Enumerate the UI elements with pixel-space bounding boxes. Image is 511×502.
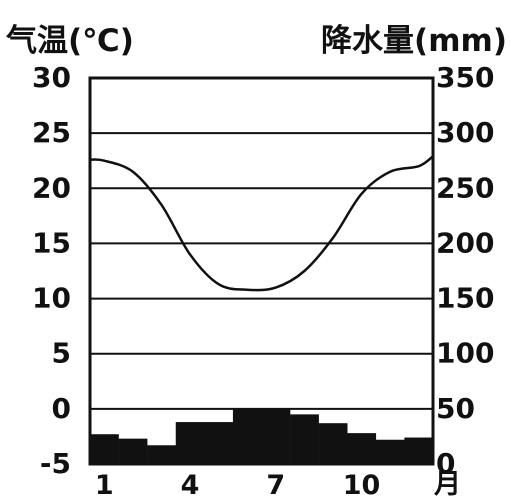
plot-frame <box>88 76 435 466</box>
month-tick-label: 4 <box>181 470 200 501</box>
precipitation-bar <box>232 408 262 464</box>
right-tick-label: 0 <box>436 447 455 480</box>
precipitation-bars <box>90 408 434 464</box>
right-tick-label: 350 <box>436 61 494 94</box>
left-tick-label: 30 <box>32 61 71 94</box>
precipitation-bar <box>90 434 119 464</box>
precipitation-bar <box>347 433 377 464</box>
left-tick-label: 0 <box>52 392 71 425</box>
precipitation-bar <box>404 437 434 464</box>
left-tick-label: 5 <box>52 337 71 370</box>
temperature-line-layer <box>88 155 435 292</box>
left-tick-label: 10 <box>32 282 71 315</box>
precipitation-bar <box>175 422 205 464</box>
left-tick-label: 20 <box>32 171 71 204</box>
left-tick-label: -5 <box>40 447 71 480</box>
right-tick-labels: 350 300 250 200 150 100 50 0 <box>436 61 494 480</box>
month-tick-label: 10 <box>343 470 381 501</box>
precipitation-bar <box>261 408 291 464</box>
right-tick-label: 300 <box>436 116 494 149</box>
left-axis-title: 气温(℃) <box>5 23 134 59</box>
precipitation-bar <box>318 423 348 464</box>
temperature-line <box>88 155 435 292</box>
left-tick-labels: 30 25 20 15 10 5 0 -5 <box>32 61 71 480</box>
month-tick-labels: 1 4 7 10 <box>95 470 380 501</box>
precipitation-bar <box>204 422 234 464</box>
right-tick-label: 50 <box>436 392 475 425</box>
left-tick-label: 15 <box>32 226 71 259</box>
precipitation-bar <box>375 439 405 464</box>
precipitation-bar <box>147 445 176 464</box>
month-tick-label: 1 <box>95 470 114 501</box>
precipitation-bar <box>118 438 148 464</box>
right-tick-label: 250 <box>436 171 494 204</box>
grid-layer <box>90 77 433 410</box>
right-tick-label: 100 <box>436 337 494 370</box>
month-unit-label: 月 <box>433 469 461 500</box>
left-tick-label: 25 <box>32 116 71 149</box>
right-tick-label: 150 <box>436 282 494 315</box>
right-tick-label: 200 <box>436 226 494 259</box>
plot-frame-layer <box>88 76 435 466</box>
month-tick-label: 7 <box>266 470 285 501</box>
right-axis-title: 降水量(mm) <box>321 23 507 59</box>
precipitation-bar <box>290 414 319 464</box>
